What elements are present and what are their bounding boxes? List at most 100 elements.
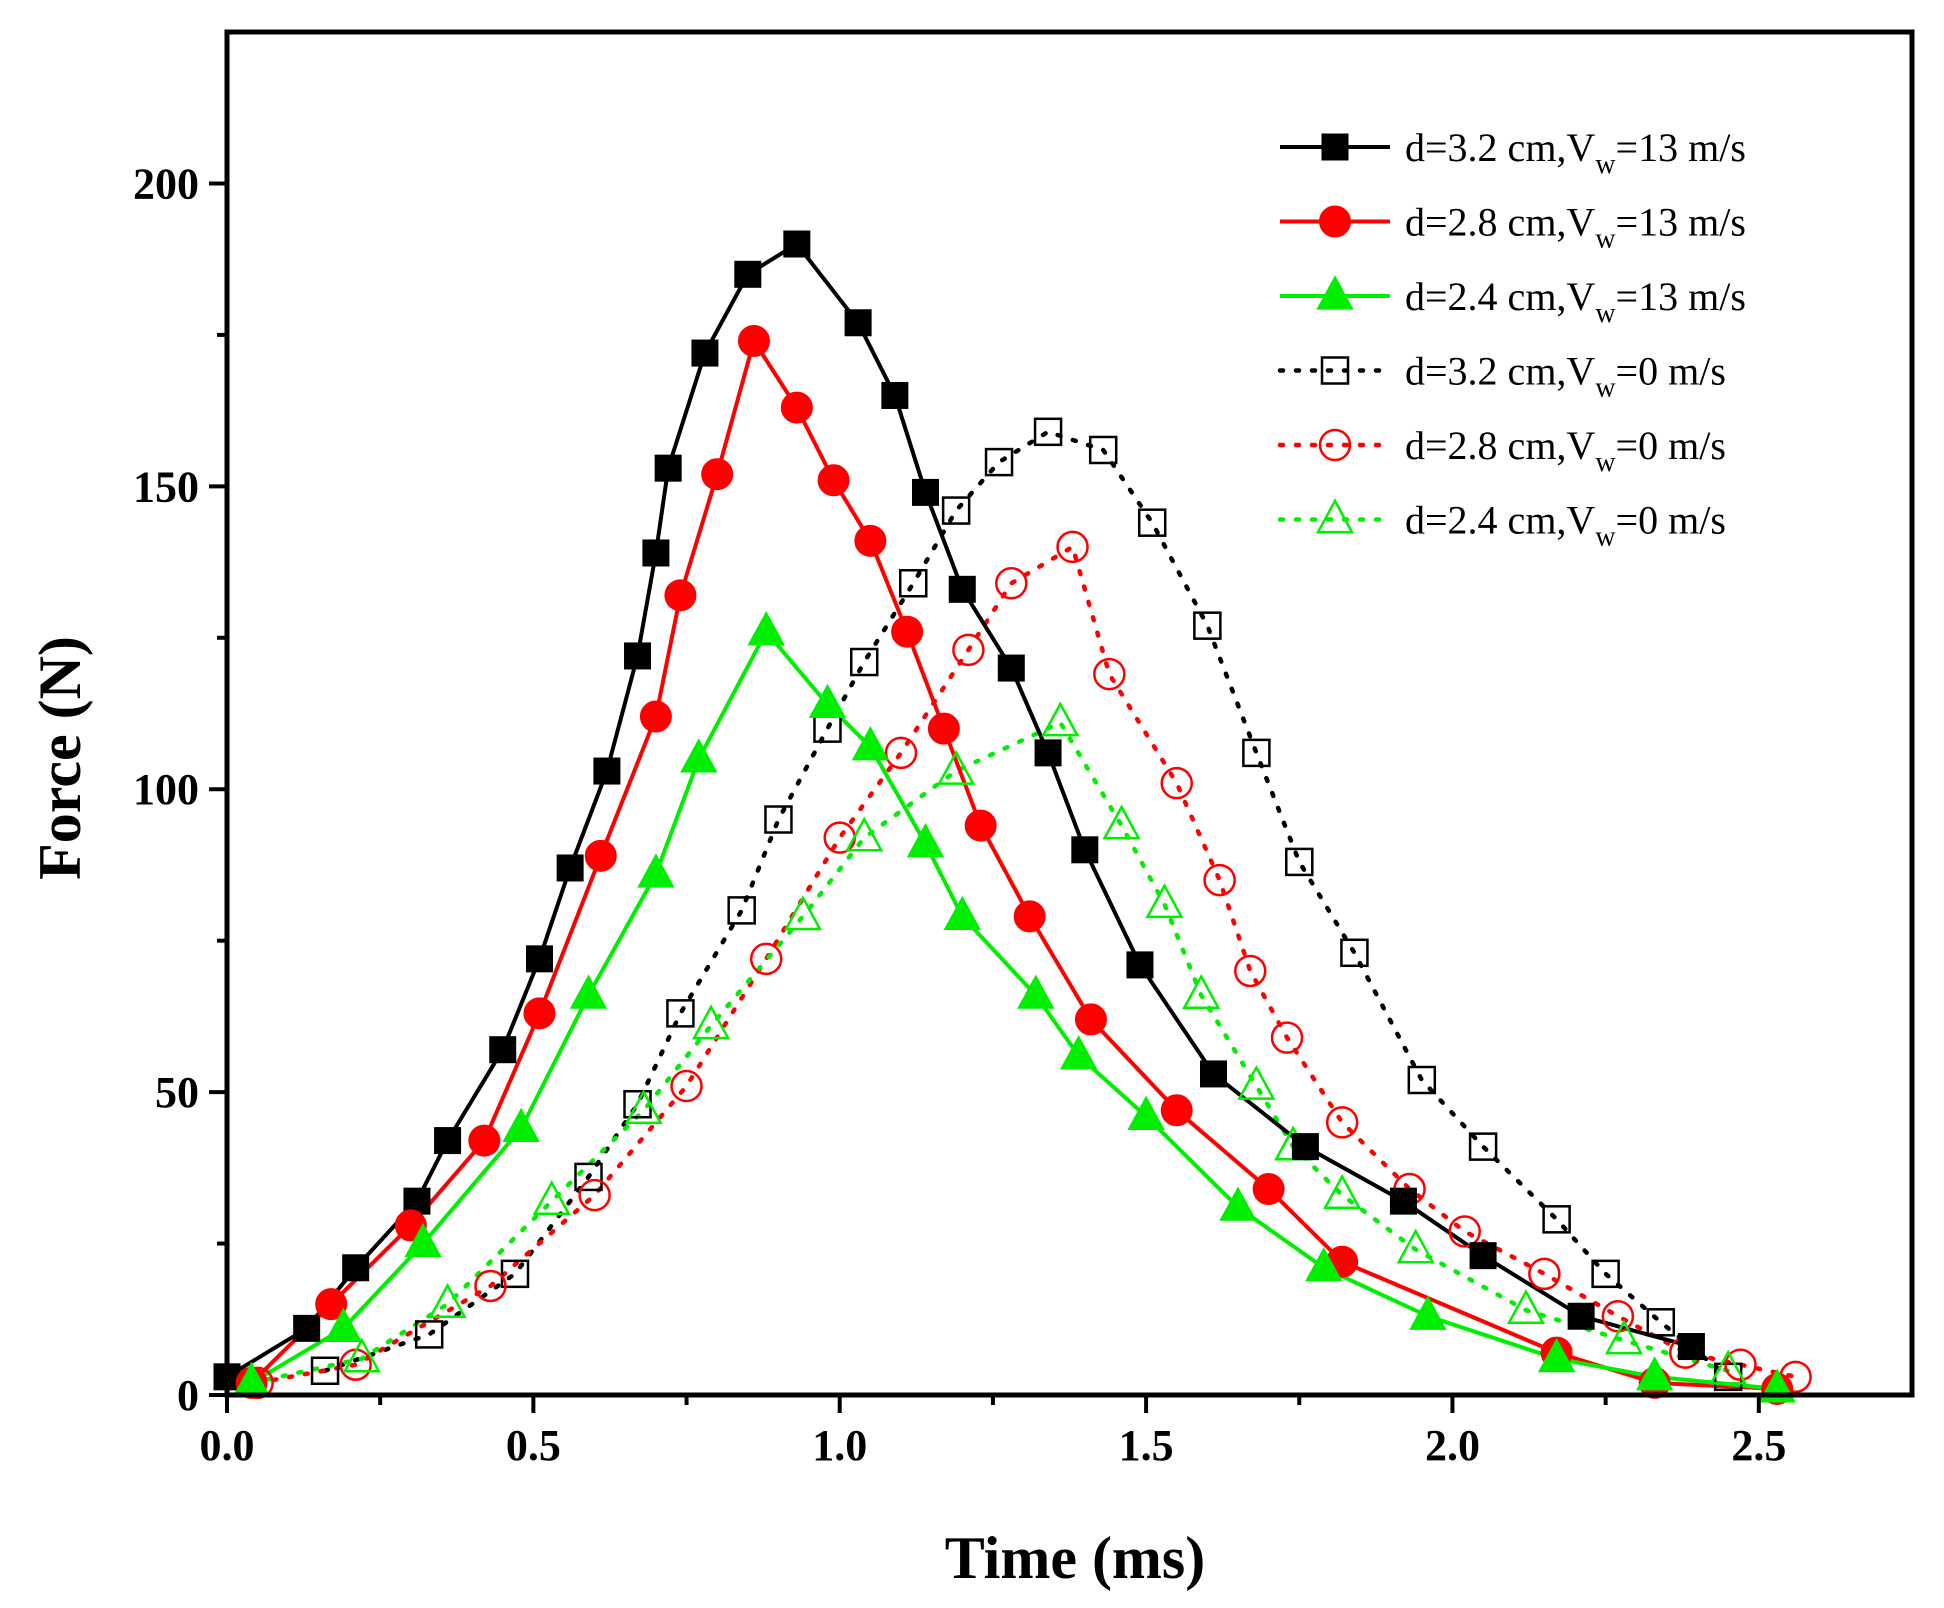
data-point-s1-8 xyxy=(556,854,584,882)
data-point-s1-12 xyxy=(654,454,682,482)
data-point-s1-27 xyxy=(1469,1242,1497,1270)
data-point-s6-6 xyxy=(691,1004,731,1040)
data-point-s6-12 xyxy=(1145,883,1184,919)
data-point-s1-15 xyxy=(783,230,811,258)
data-point-s4-6 xyxy=(666,999,695,1028)
data-point-s6-18 xyxy=(1506,1288,1546,1325)
data-point-s1-16 xyxy=(844,309,872,337)
data-point-s4-8 xyxy=(764,805,793,834)
legend-marker-6 xyxy=(1315,498,1355,534)
data-point-s1-6 xyxy=(489,1036,517,1064)
y-axis-title: Force (N) xyxy=(27,636,93,880)
data-point-s2-11 xyxy=(780,391,813,424)
data-point-s2-5 xyxy=(523,997,556,1030)
x-tick-label: 0.0 xyxy=(200,1421,255,1470)
data-point-s5-10 xyxy=(995,567,1028,600)
data-point-s5-6 xyxy=(749,942,783,976)
data-point-s5-4 xyxy=(578,1178,611,1212)
data-point-s3-3 xyxy=(404,1222,442,1258)
data-point-s4-15 xyxy=(1088,435,1118,465)
y-tick-label: 100 xyxy=(133,765,199,814)
data-point-s1-25 xyxy=(1291,1133,1319,1161)
data-point-s1-17 xyxy=(881,381,909,409)
data-point-s1-26 xyxy=(1389,1187,1417,1215)
data-point-s6-11 xyxy=(1102,804,1141,840)
data-point-s2-17 xyxy=(1013,900,1046,933)
series-markers xyxy=(213,230,1812,1405)
data-point-s6-3 xyxy=(428,1282,467,1318)
data-point-s1-22 xyxy=(1071,836,1099,864)
y-tick-label: 200 xyxy=(133,159,199,208)
data-point-s4-25 xyxy=(1646,1308,1676,1337)
legend-marker-4 xyxy=(1320,356,1350,385)
data-point-s4-23 xyxy=(1542,1205,1571,1234)
data-point-s1-4 xyxy=(403,1187,431,1215)
data-point-s3-8 xyxy=(747,611,785,646)
x-axis-title: Time (ms) xyxy=(945,1525,1206,1591)
y-tick-label: 150 xyxy=(133,462,199,511)
data-point-s5-13 xyxy=(1160,766,1193,800)
data-point-s3-20 xyxy=(1635,1356,1674,1391)
data-point-s1-5 xyxy=(434,1127,462,1155)
data-point-s5-17 xyxy=(1325,1106,1359,1139)
data-point-s4-17 xyxy=(1193,611,1222,640)
data-point-s6-8 xyxy=(845,816,884,852)
x-tick-label: 2.0 xyxy=(1425,1421,1480,1470)
data-point-s5-9 xyxy=(952,633,985,667)
data-point-s4-2 xyxy=(414,1320,444,1349)
data-point-s6-19 xyxy=(1604,1319,1644,1355)
x-tick-label: 0.5 xyxy=(506,1421,561,1470)
data-point-s4-1 xyxy=(310,1356,340,1386)
data-point-s3-5 xyxy=(569,974,608,1009)
data-point-s1-9 xyxy=(593,757,621,785)
data-point-s6-17 xyxy=(1396,1228,1435,1264)
data-point-s4-3 xyxy=(500,1259,530,1289)
legend-label-6: d=2.4 cm,Vw=0 m/s xyxy=(1405,498,1726,553)
data-point-s3-18 xyxy=(1409,1295,1447,1330)
series-line-6 xyxy=(249,720,1731,1386)
data-point-s6-20 xyxy=(1709,1349,1748,1385)
data-point-s2-19 xyxy=(1160,1094,1193,1127)
legend-marker-2 xyxy=(1319,205,1351,238)
data-point-s2-20 xyxy=(1252,1173,1285,1206)
series-line-4 xyxy=(322,429,1731,1380)
data-point-s3-14 xyxy=(1060,1035,1098,1070)
data-point-s6-16 xyxy=(1323,1173,1362,1209)
series-line-1 xyxy=(225,242,1692,1379)
data-point-s2-9 xyxy=(701,458,734,491)
data-point-s2-18 xyxy=(1074,1003,1107,1036)
data-point-s5-7 xyxy=(823,821,856,854)
data-point-s2-4 xyxy=(468,1124,501,1157)
data-point-s1-21 xyxy=(1034,739,1062,767)
data-point-s5-3 xyxy=(474,1269,507,1303)
data-point-s5-5 xyxy=(670,1069,703,1103)
legend-label-2: d=2.8 cm,Vw=13 m/s xyxy=(1405,200,1746,255)
data-point-s5-16 xyxy=(1270,1021,1304,1054)
data-point-s2-8 xyxy=(664,579,697,612)
data-point-s5-23 xyxy=(1724,1348,1757,1381)
axes: 0.0 0.5 1.0 1.5 2.0 2.5 0 50 100 150 200 xyxy=(133,29,1915,1470)
data-point-s3-16 xyxy=(1219,1186,1257,1221)
data-point-s2-14 xyxy=(891,615,924,648)
data-point-s1-7 xyxy=(525,945,553,973)
data-point-s5-12 xyxy=(1093,657,1126,691)
data-point-s3-11 xyxy=(906,823,945,858)
data-point-s1-10 xyxy=(624,642,652,670)
data-point-s1-20 xyxy=(997,654,1025,682)
data-point-s2-12 xyxy=(817,464,850,497)
data-point-s1-3 xyxy=(342,1254,370,1282)
data-point-s4-19 xyxy=(1285,847,1314,877)
data-point-s4-21 xyxy=(1407,1065,1437,1095)
data-point-s4-12 xyxy=(941,496,971,525)
data-point-s6-2 xyxy=(342,1337,381,1373)
data-point-s5-15 xyxy=(1234,954,1267,988)
data-point-s2-15 xyxy=(927,712,960,745)
data-point-s1-18 xyxy=(912,478,940,506)
legend-label-5: d=2.8 cm,Vw=0 m/s xyxy=(1405,423,1726,478)
data-point-s3-4 xyxy=(502,1107,540,1143)
data-point-s6-13 xyxy=(1182,973,1221,1010)
data-point-s4-22 xyxy=(1468,1132,1498,1161)
data-point-s1-23 xyxy=(1126,951,1154,979)
series-lines xyxy=(225,242,1798,1391)
data-point-s3-6 xyxy=(637,853,675,888)
